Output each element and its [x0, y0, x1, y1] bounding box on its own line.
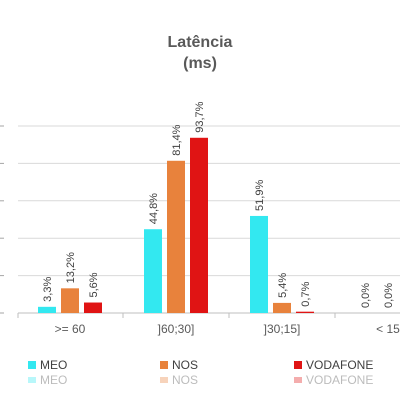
- chart-subtitle: (ms): [183, 55, 217, 72]
- bar-meo-0: [38, 306, 56, 313]
- category-label: < 15: [376, 322, 400, 336]
- bar-meo-2: [250, 215, 268, 313]
- category-label: >= 60: [55, 322, 86, 336]
- data-label: 44,8%: [148, 193, 160, 224]
- legend-swatch-nos: [160, 361, 168, 369]
- bar-vodafone-2: [296, 311, 314, 313]
- legend-label-echo: MEO: [40, 373, 67, 387]
- data-label: 5,4%: [277, 273, 289, 298]
- bar-meo-1: [144, 229, 162, 313]
- legend-label-echo: NOS: [172, 373, 198, 387]
- data-label: 3,3%: [42, 277, 54, 302]
- legend-label: NOS: [172, 358, 198, 372]
- chart-title: Latência: [168, 34, 233, 51]
- category-label: ]60;30]: [158, 322, 195, 336]
- legend-swatch-vodafone: [294, 361, 302, 369]
- legend-swatch-echo: [294, 377, 302, 383]
- data-labels-group: 3,3% 44,8% 51,9% 0,0% 13,2% 81,4% 5,4% 0,0% 5,6%…: [42, 101, 395, 308]
- legend-label: VODAFONE: [306, 358, 373, 372]
- data-label: 5,6%: [88, 272, 100, 297]
- legend-swatch-echo: [28, 377, 36, 383]
- legend-label-echo: VODAFONE: [306, 373, 373, 387]
- legend-label: MEO: [40, 358, 67, 372]
- bar-nos-2: [273, 302, 291, 313]
- bar-nos-1: [167, 160, 185, 313]
- legend-swatch-echo: [160, 377, 168, 383]
- gridlines: [0, 125, 400, 318]
- data-label: 0,0%: [383, 283, 395, 308]
- data-label: 51,9%: [254, 180, 266, 211]
- bar-nos-0: [61, 288, 79, 313]
- legend-swatch-meo: [28, 361, 36, 369]
- data-label: 93,7%: [194, 101, 206, 132]
- data-label: 0,0%: [360, 283, 372, 308]
- bar-vodafone-0: [84, 302, 102, 313]
- data-label: 13,2%: [65, 252, 77, 283]
- bar-vodafone-1: [190, 137, 208, 313]
- bars-group: [38, 137, 314, 313]
- category-label: ]30;15]: [264, 322, 301, 336]
- category-labels-group: >= 60 ]60;30] ]30;15] < 15: [55, 322, 400, 336]
- data-label: 0,7%: [300, 281, 312, 306]
- data-label: 81,4%: [171, 124, 183, 155]
